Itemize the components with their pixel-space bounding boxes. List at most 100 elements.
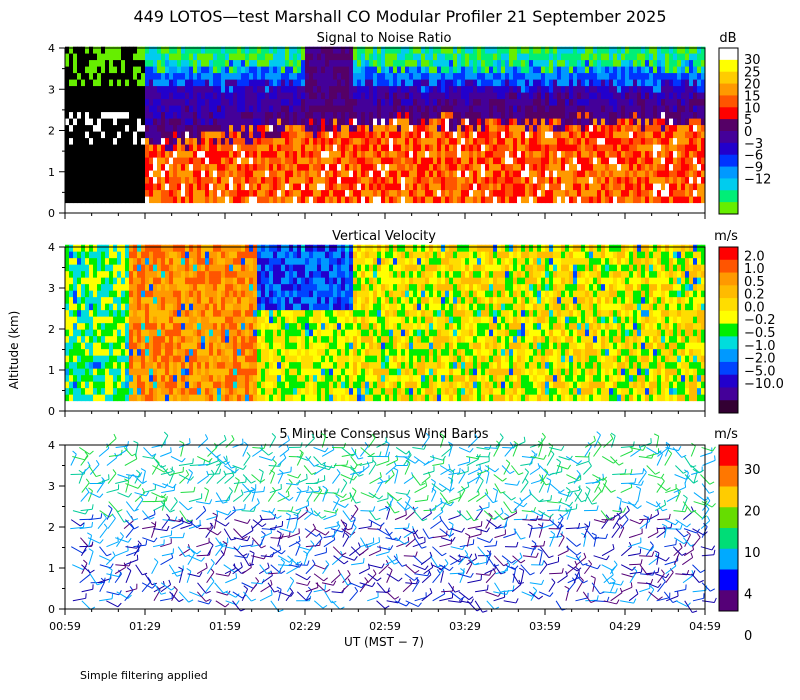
velocity-cell: [69, 283, 74, 291]
snr-cell: [645, 144, 650, 152]
snr-cell: [525, 111, 530, 119]
snr-ytick-label: 2: [48, 125, 55, 138]
snr-cell: [213, 157, 218, 165]
snr-cell: [357, 118, 362, 126]
snr-cell: [653, 150, 658, 158]
snr-cell: [397, 137, 402, 145]
snr-cell: [181, 189, 186, 197]
snr-cell: [401, 176, 406, 184]
snr-cell: [301, 196, 306, 204]
snr-cell: [569, 85, 574, 93]
snr-cell: [389, 92, 394, 100]
velocity-cell: [113, 264, 118, 272]
velocity-cell: [85, 316, 90, 324]
snr-cell: [533, 98, 538, 106]
snr-cell: [321, 124, 326, 132]
snr-cell: [533, 59, 538, 67]
snr-cell: [501, 111, 506, 119]
snr-cell: [521, 150, 526, 158]
snr-cell: [129, 118, 134, 126]
snr-cell: [605, 183, 610, 191]
snr-cell: [437, 92, 442, 100]
snr-cell: [145, 53, 150, 61]
snr-cell: [429, 105, 434, 113]
velocity-cell: [137, 335, 142, 343]
snr-cell: [197, 157, 202, 165]
snr-cell: [193, 85, 198, 93]
snr-cell: [245, 66, 250, 74]
snr-cell: [137, 137, 142, 145]
snr-cell: [533, 137, 538, 145]
velocity-cell: [153, 342, 158, 350]
snr-cell: [677, 118, 682, 126]
velocity-cell: [189, 374, 194, 382]
snr-cell: [433, 53, 438, 61]
snr-cell: [217, 79, 222, 87]
snr-cell: [181, 53, 186, 61]
snr-cell: [637, 98, 642, 106]
snr-cell: [377, 124, 382, 132]
velocity-cell: [205, 270, 210, 278]
snr-cell: [405, 137, 410, 145]
snr-cell: [645, 98, 650, 106]
snr-cell: [381, 131, 386, 139]
velocity-cell: [241, 277, 246, 285]
snr-cell: [673, 79, 678, 87]
snr-cell: [217, 157, 222, 165]
snr-cell: [641, 72, 646, 80]
snr-cell: [301, 137, 306, 145]
snr-cell: [157, 144, 162, 152]
snr-cell: [689, 111, 694, 119]
snr-cell: [293, 46, 298, 54]
snr-cell: [317, 176, 322, 184]
snr-cell: [381, 189, 386, 197]
snr-cell: [229, 92, 234, 100]
snr-cell: [273, 46, 278, 54]
velocity-cell: [101, 335, 106, 343]
velocity-cell: [225, 387, 230, 395]
snr-cell: [269, 137, 274, 145]
snr-cell: [157, 189, 162, 197]
snr-cell: [509, 98, 514, 106]
velocity-cell: [85, 303, 90, 311]
snr-cell: [401, 137, 406, 145]
snr-cell: [405, 85, 410, 93]
snr-cell: [105, 189, 110, 197]
velocity-cell: [81, 277, 86, 285]
snr-cell: [89, 72, 94, 80]
snr-cell: [201, 189, 206, 197]
snr-cell: [337, 196, 342, 204]
snr-cell: [201, 72, 206, 80]
velocity-cell: [137, 348, 142, 356]
snr-cell: [553, 72, 558, 80]
snr-cell: [237, 59, 242, 67]
velocity-cell: [189, 244, 194, 252]
snr-cell: [573, 72, 578, 80]
snr-cell: [293, 105, 298, 113]
snr-cell: [621, 118, 626, 126]
snr-cell: [625, 144, 630, 152]
snr-cell: [637, 124, 642, 132]
snr-cell: [289, 131, 294, 139]
snr-cell: [401, 72, 406, 80]
snr-cell: [417, 189, 422, 197]
snr-cell: [89, 98, 94, 106]
snr-cell: [189, 98, 194, 106]
snr-cell: [421, 111, 426, 119]
velocity-cell: [149, 361, 154, 369]
snr-cell: [481, 137, 486, 145]
snr-cell: [105, 72, 110, 80]
velocity-cell: [177, 251, 182, 259]
velocity-cell: [97, 355, 102, 363]
velocity-cell: [125, 264, 130, 272]
snr-cell: [417, 98, 422, 106]
snr-cell: [309, 137, 314, 145]
snr-cell: [369, 150, 374, 158]
velocity-cell: [109, 316, 114, 324]
snr-cell: [253, 85, 258, 93]
velocity-cell: [181, 257, 186, 265]
snr-cell: [549, 196, 554, 204]
snr-cell: [77, 59, 82, 67]
velocity-cell: [101, 277, 106, 285]
snr-cell: [109, 196, 114, 204]
